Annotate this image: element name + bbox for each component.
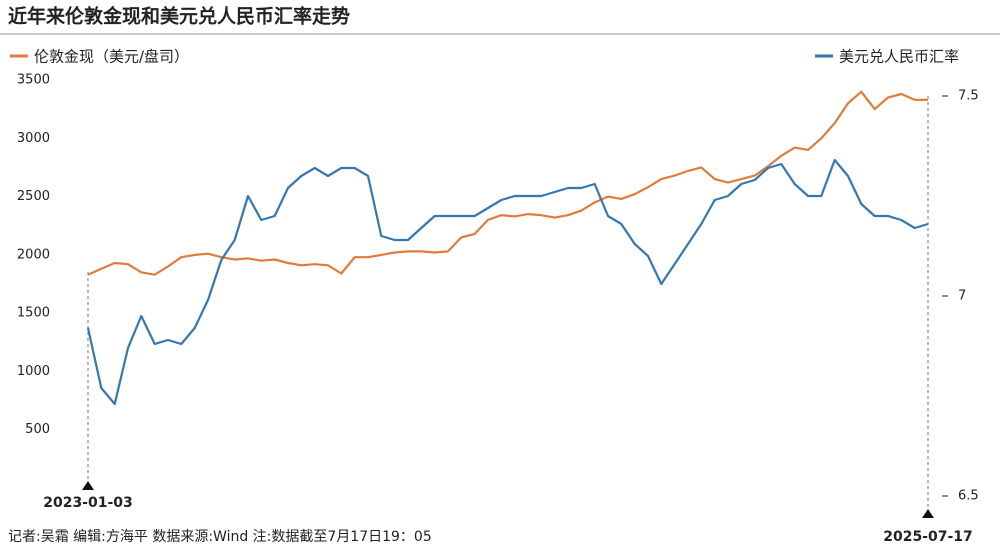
y2-tick-label: 7	[958, 289, 966, 304]
legend-label: 伦敦金现（美元/盘司）	[34, 48, 189, 66]
y-tick-label: 2000	[17, 247, 50, 262]
y-tick-label: 3500	[17, 73, 50, 88]
chart-title: 近年来伦敦金现和美元兑人民币汇率走势	[8, 5, 350, 28]
y-tick-label: 500	[25, 422, 50, 437]
y-tick-label: 3000	[17, 131, 50, 146]
y-tick-label: 1000	[17, 364, 50, 379]
y-tick-label: 2500	[17, 189, 50, 204]
footer-note: 记者:吴霜 编辑:方海平 数据来源:Wind 注:数据截至7月17日19：05	[8, 529, 432, 545]
date-marker	[82, 481, 94, 490]
x-tick-label: 2025-07-17	[883, 529, 973, 545]
x-tick-label: 2023-01-03	[43, 495, 133, 511]
y2-tick-label: 7.5	[958, 89, 979, 104]
series-line	[86, 158, 929, 406]
series-line	[87, 90, 928, 276]
legend-label: 美元兑人民币汇率	[839, 48, 959, 66]
date-marker	[922, 509, 934, 518]
y2-tick-label: 6.5	[958, 489, 979, 504]
y-tick-label: 1500	[17, 306, 50, 321]
